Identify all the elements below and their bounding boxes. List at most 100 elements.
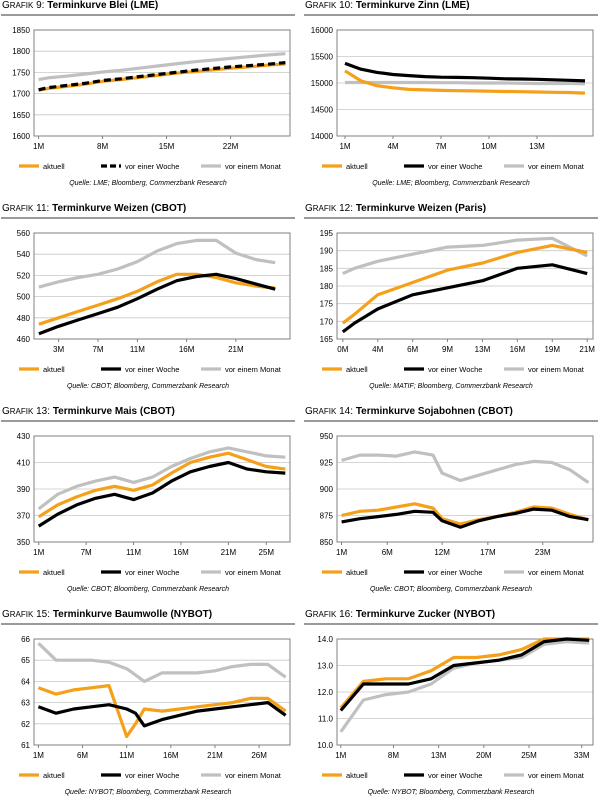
legend-label: aktuell <box>346 568 368 577</box>
chart-title-text: Terminkurve Zinn (LME) <box>355 0 470 11</box>
y-tick-label: 63 <box>21 699 30 708</box>
chart-panel-g13: GRAFIK 13: Terminkurve Mais (CBOT) 350 370… <box>1 406 295 605</box>
x-tick-label: 11M <box>130 345 145 354</box>
chart-source: Quelle: LME; Bloomberg, Commerzbank Rese… <box>372 180 530 187</box>
y-tick-label: 390 <box>17 485 31 494</box>
x-tick-label: 1M <box>335 751 346 760</box>
legend-label: aktuell <box>43 568 65 577</box>
y-tick-label: 165 <box>320 335 334 344</box>
chart-panel-g16: GRAFIK 16: Terminkurve Zucker (NYBOT) 10.… <box>304 609 598 808</box>
grafik-number: 16: <box>339 609 354 620</box>
legend-label: vor einem Monat <box>225 568 282 577</box>
x-tick-label: 26M <box>251 751 267 760</box>
series-line-vor-einer-woche <box>339 637 590 712</box>
chart-source: Quelle: MATIF; Bloomberg, Commerzbank Re… <box>369 383 533 390</box>
grafik-word: RAFIK <box>312 610 337 619</box>
series-line-aktuell <box>37 451 286 519</box>
x-tick-label: 9M <box>442 345 453 354</box>
x-tick-label: 1M <box>339 142 350 151</box>
chart-panel-g14: GRAFIK 14: Terminkurve Sojabohnen (CBOT)… <box>304 406 598 605</box>
chart-title: GRAFIK 10: Terminkurve Zinn (LME) <box>305 0 470 11</box>
legend-label: vor einem Monat <box>528 162 585 171</box>
series-line-vor-einer-woche <box>38 61 286 92</box>
grafik-number: 15: <box>36 609 51 620</box>
chart-title: GRAFIK 14: Terminkurve Sojabohnen (CBOT) <box>305 406 513 417</box>
line-chart: 165 170 175 180 185 190 195 0M 4M 6M 9M 13M 16M 19M 21… <box>320 229 596 374</box>
y-tick-label: 1700 <box>12 90 30 99</box>
series-line-vor-einer-woche <box>37 460 286 528</box>
grafik-word: RAFIK <box>312 204 337 213</box>
x-tick-label: 21M <box>207 751 223 760</box>
series-line-vor-einem-monat <box>341 450 590 484</box>
plot-frame <box>336 232 594 340</box>
x-tick-label: 8M <box>388 751 399 760</box>
x-tick-label: 25M <box>259 548 275 557</box>
title-rule <box>1 217 295 219</box>
grafik-word: RAFIK <box>9 610 34 619</box>
legend-label: vor einem Monat <box>225 162 282 171</box>
legend-label: aktuell <box>346 365 368 374</box>
x-tick-label: 13M <box>529 142 545 151</box>
grafik-prefix: G <box>2 203 10 214</box>
x-tick-label: 25M <box>521 751 537 760</box>
y-tick-label: 1850 <box>12 26 30 35</box>
grafik-prefix: G <box>305 406 313 417</box>
series-line-aktuell <box>37 683 287 739</box>
plot-frame <box>33 638 291 746</box>
plot-frame <box>33 435 291 543</box>
y-tick-label: 180 <box>320 282 334 291</box>
series-line-aktuell <box>38 62 286 92</box>
x-tick-label: 1M <box>336 548 347 557</box>
x-tick-label: 21M <box>221 548 237 557</box>
grafik-prefix: G <box>305 203 313 214</box>
chart-panel-g11: GRAFIK 11: Terminkurve Weizen (CBOT) 460 4… <box>1 203 295 402</box>
y-tick-label: 370 <box>17 512 31 521</box>
x-tick-label: 16M <box>179 345 195 354</box>
chart-source: Quelle: LME; Bloomberg, Commerzbank Rese… <box>69 180 227 187</box>
series-line-vor-einem-monat <box>345 80 586 86</box>
legend-label: vor einem Monat <box>225 365 282 374</box>
x-tick-label: 1M <box>33 548 44 557</box>
grafik-word: RAFIK <box>9 407 34 416</box>
y-tick-label: 62 <box>21 720 30 729</box>
legend-label: vor einer Woche <box>125 162 179 171</box>
y-tick-label: 190 <box>320 247 334 256</box>
y-tick-label: 15000 <box>311 79 334 88</box>
chart-title: GRAFIK 9: Terminkurve Blei (LME) <box>2 0 158 11</box>
grafik-word: RAFIK <box>312 407 337 416</box>
series-line-vor-einer-woche <box>341 507 589 529</box>
chart-title-text: Terminkurve Baumwolle (NYBOT) <box>52 609 213 620</box>
y-tick-label: 500 <box>17 293 31 302</box>
x-tick-label: 22M <box>223 142 239 151</box>
y-tick-label: 350 <box>17 538 31 547</box>
series-line-vor-einem-monat <box>37 446 286 511</box>
grafik-number: 14: <box>339 406 354 417</box>
series-line-aktuell <box>341 502 589 526</box>
plot-frame <box>336 435 594 543</box>
y-tick-label: 14000 <box>311 132 334 141</box>
x-tick-label: 3M <box>53 345 64 354</box>
grafik-number: 13: <box>36 406 51 417</box>
legend-label: aktuell <box>43 365 65 374</box>
series-line-vor-einer-woche <box>341 263 588 334</box>
grafik-word: RAFIK <box>9 204 34 213</box>
y-tick-label: 950 <box>320 432 334 441</box>
x-tick-label: 17M <box>480 548 496 557</box>
y-tick-label: 64 <box>21 677 30 686</box>
y-tick-label: 430 <box>17 432 31 441</box>
grafik-number: 12: <box>339 203 354 214</box>
y-tick-label: 1750 <box>12 68 30 77</box>
y-tick-label: 66 <box>21 635 30 644</box>
y-tick-label: 185 <box>320 264 334 273</box>
x-tick-label: 15M <box>159 142 175 151</box>
y-tick-label: 480 <box>17 314 31 323</box>
y-tick-label: 875 <box>320 512 334 521</box>
series-line-vor-einer-woche <box>344 61 586 83</box>
chart-panel-g9: GRAFIK 9: Terminkurve Blei (LME) 1600 1650… <box>1 0 295 199</box>
chart-title: GRAFIK 13: Terminkurve Mais (CBOT) <box>2 406 175 417</box>
legend-label: aktuell <box>43 771 65 780</box>
x-tick-label: 6M <box>382 548 393 557</box>
title-rule <box>304 623 598 625</box>
y-tick-label: 16000 <box>311 26 334 35</box>
y-tick-label: 14.0 <box>317 635 333 644</box>
